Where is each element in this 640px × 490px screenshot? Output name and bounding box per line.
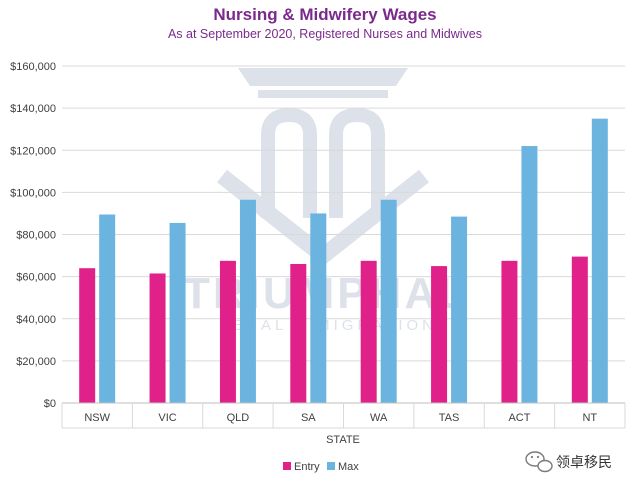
y-tick-label: $80,000 xyxy=(16,230,56,242)
y-tick-label: $140,000 xyxy=(10,103,56,115)
chart-subtitle: As at September 2020, Registered Nurses … xyxy=(168,27,482,41)
bar-max-tas xyxy=(451,216,468,403)
bars xyxy=(79,118,608,403)
x-axis-title: STATE xyxy=(326,434,360,446)
bar-max-vic xyxy=(169,222,186,403)
bar-entry-nt xyxy=(571,256,588,403)
source-badge: 领卓移民 xyxy=(525,451,612,473)
bar-entry-nsw xyxy=(79,268,96,403)
y-tick-label: $20,000 xyxy=(16,356,56,368)
legend-swatch-max xyxy=(327,462,335,470)
bar-entry-act xyxy=(501,260,518,403)
bar-max-wa xyxy=(380,199,397,403)
x-tick-label-tas: TAS xyxy=(439,412,460,424)
watermark-column-band xyxy=(258,90,388,98)
legend-label-entry: Entry xyxy=(294,461,320,473)
bar-entry-tas xyxy=(431,266,448,403)
bar-max-qld xyxy=(239,199,256,403)
y-tick-label: $120,000 xyxy=(10,145,56,157)
legend-swatch-entry xyxy=(283,462,291,470)
bar-max-nt xyxy=(591,118,608,403)
watermark-column-left xyxy=(261,107,317,218)
bar-entry-wa xyxy=(360,260,377,403)
wechat-icon xyxy=(525,451,553,473)
chart-title: Nursing & Midwifery Wages xyxy=(213,5,436,24)
watermark-column-right xyxy=(329,107,385,218)
y-tick-label: $60,000 xyxy=(16,272,56,284)
x-tick-label-qld: QLD xyxy=(227,412,250,424)
bar-entry-qld xyxy=(219,260,236,403)
y-tick-label: $40,000 xyxy=(16,314,56,326)
bar-max-act xyxy=(521,146,538,403)
x-tick-label-nt: NT xyxy=(582,412,597,424)
legend-label-max: Max xyxy=(338,461,359,473)
bar-entry-vic xyxy=(149,273,166,403)
x-tick-label-nsw: NSW xyxy=(84,412,110,424)
watermark-column-capital xyxy=(238,68,408,86)
bar-max-nsw xyxy=(99,214,116,403)
x-tick-label-act: ACT xyxy=(508,412,530,424)
x-tick-label-sa: SA xyxy=(301,412,316,424)
y-axis-tick-labels: $0 $20,000 $40,000 $60,000 $80,000 $100,000 $1… xyxy=(10,61,56,410)
bar-entry-sa xyxy=(290,263,307,403)
source-badge-label: 领卓移民 xyxy=(556,455,612,471)
y-tick-label: $100,000 xyxy=(10,187,56,199)
y-tick-label: $160,000 xyxy=(10,61,56,73)
x-tick-label-vic: VIC xyxy=(158,412,176,424)
y-tick-label: $0 xyxy=(44,398,56,410)
x-tick-label-wa: WA xyxy=(370,412,388,424)
bar-max-sa xyxy=(310,213,327,403)
legend: Entry Max xyxy=(283,461,359,473)
x-axis-tick-labels: NSW VIC QLD SA WA TAS ACT NT xyxy=(84,412,597,424)
x-axis xyxy=(61,402,626,429)
